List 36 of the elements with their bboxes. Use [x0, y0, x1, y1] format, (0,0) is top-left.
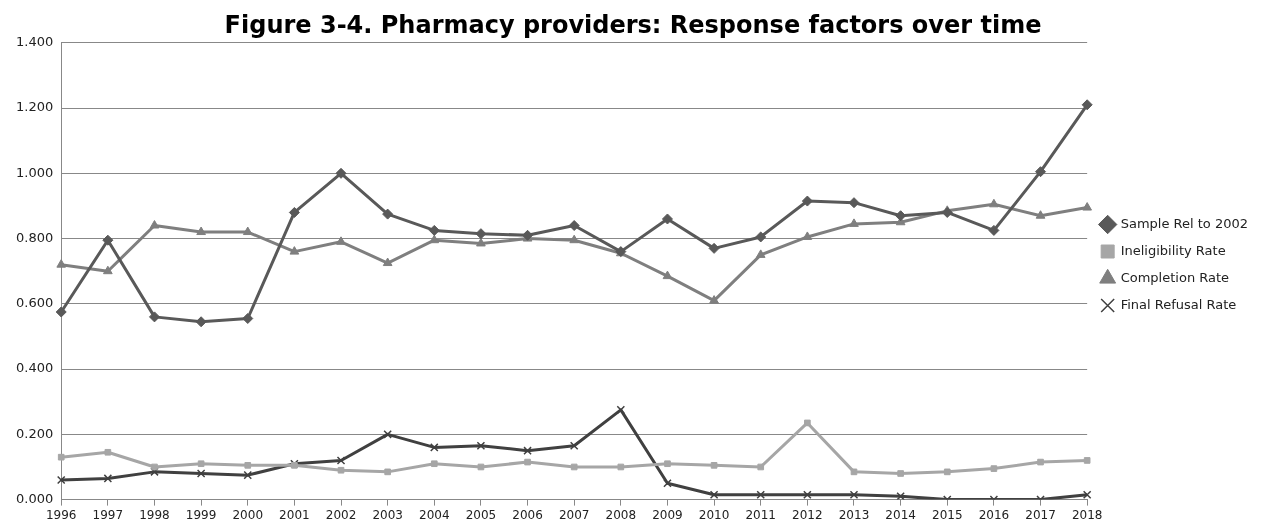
- y-tick-label: 0.800: [16, 229, 54, 245]
- legend-label: Sample Rel to 2002: [1120, 215, 1249, 231]
- y-tick-label: 0.600: [16, 295, 54, 311]
- x-tick-label: 2017: [1025, 507, 1056, 522]
- x-tick-label: 2018: [1071, 507, 1103, 522]
- x-tick-label: 2008: [605, 507, 637, 522]
- legend-label: Final Refusal Rate: [1120, 296, 1237, 312]
- x-tick-label: 2014: [885, 507, 916, 522]
- x-tick-label: 2001: [279, 507, 310, 522]
- x-tick-label: 1999: [185, 507, 217, 522]
- x-tick-label: 1998: [139, 507, 170, 522]
- chart-title: Figure 3-4. Pharmacy providers: Response factors over time: [224, 10, 1042, 39]
- x-tick-label: 2004: [419, 507, 450, 522]
- x-tick-label: 2009: [652, 507, 683, 522]
- y-tick-label: 1.400: [16, 34, 54, 50]
- x-tick-label: 2007: [558, 507, 590, 522]
- x-tick-label: 2011: [745, 507, 776, 522]
- legend-label: Completion Rate: [1120, 269, 1230, 285]
- legend-label: Ineligibility Rate: [1120, 242, 1226, 258]
- x-tick-label: 2010: [698, 507, 730, 522]
- x-tick-label: 2013: [838, 507, 870, 522]
- y-tick-label: 0.400: [16, 360, 54, 376]
- x-tick-label: 2006: [512, 507, 543, 522]
- x-tick-label: 2005: [465, 507, 497, 522]
- x-tick-label: 2000: [232, 507, 264, 522]
- x-tick-label: 2012: [792, 507, 823, 522]
- x-tick-label: 2002: [325, 507, 357, 522]
- y-tick-label: 0.200: [16, 425, 54, 441]
- x-tick-label: 2003: [372, 507, 403, 522]
- x-tick-label: 1996: [45, 507, 77, 522]
- x-tick-label: 2016: [978, 507, 1010, 522]
- y-tick-label: 0.000: [16, 490, 54, 506]
- x-tick-label: 2015: [931, 507, 963, 522]
- y-tick-label: 1.200: [16, 99, 54, 115]
- x-tick-label: 1997: [92, 507, 124, 522]
- y-tick-label: 1.000: [16, 164, 54, 180]
